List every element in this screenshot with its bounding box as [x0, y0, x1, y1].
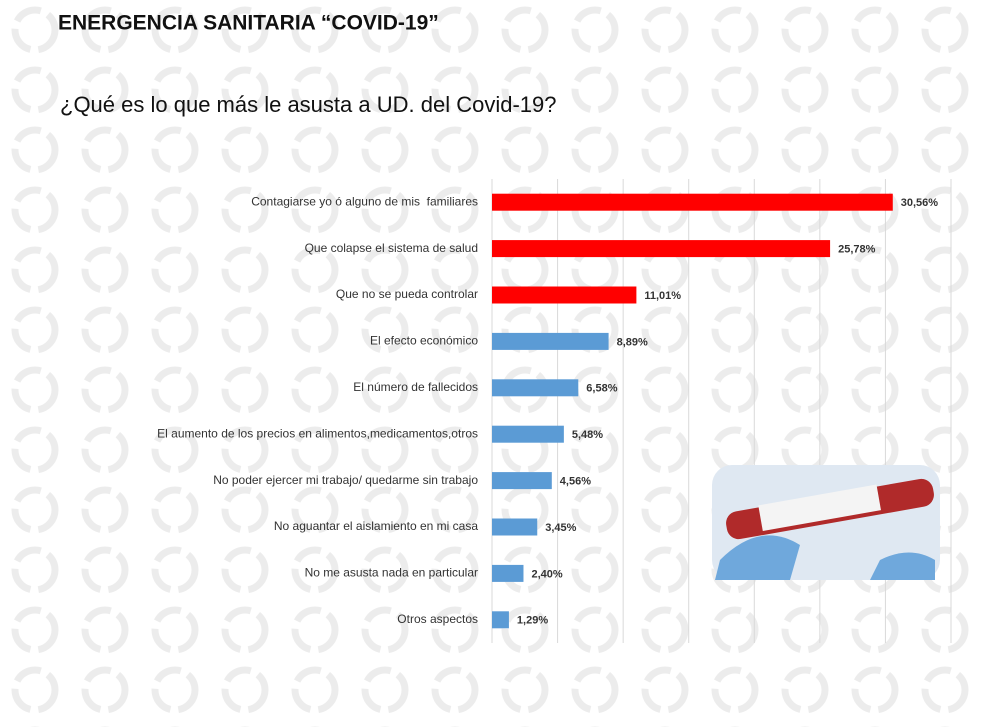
category-label: El efecto económico	[370, 334, 478, 348]
bar	[492, 240, 831, 258]
bar	[492, 286, 637, 304]
value-label: 1,29%	[517, 615, 548, 627]
category-label: No me asusta nada en particular	[305, 566, 478, 580]
bar	[492, 332, 609, 350]
bar	[492, 379, 579, 397]
category-label: Que no se pueda controlar	[336, 287, 478, 301]
category-label: El número de fallecidos	[353, 380, 478, 394]
value-label: 5,48%	[572, 429, 603, 441]
photo	[712, 465, 940, 580]
value-label: 8,89%	[617, 336, 648, 348]
category-label: Contagiarse yo ó alguno de mis familiare…	[251, 194, 478, 208]
bar	[492, 193, 893, 211]
bar	[492, 472, 552, 490]
chart-subtitle: ¿Qué es lo que más le asusta a UD. del C…	[60, 92, 556, 117]
value-label: 25,78%	[838, 244, 876, 256]
chart-title: ENERGENCIA SANITARIA “COVID-19”	[58, 12, 439, 35]
category-label: No poder ejercer mi trabajo/ quedarme si…	[213, 473, 478, 487]
value-label: 4,56%	[560, 476, 591, 488]
bar	[492, 518, 538, 536]
value-label: 3,45%	[545, 522, 576, 534]
value-label: 6,58%	[586, 383, 617, 395]
category-label: Que colapse el sistema de salud	[305, 241, 478, 255]
category-label: Otros aspectos	[397, 612, 478, 626]
value-label: 11,01%	[644, 290, 681, 302]
bar	[492, 425, 564, 443]
category-label: No aguantar el aislamiento en mi casa	[274, 519, 478, 533]
bar	[492, 611, 509, 629]
category-label: El aumento de los precios en alimentos,m…	[157, 426, 478, 440]
bar	[492, 564, 524, 582]
value-label: 30,56%	[901, 197, 939, 209]
value-label: 2,40%	[531, 568, 562, 580]
